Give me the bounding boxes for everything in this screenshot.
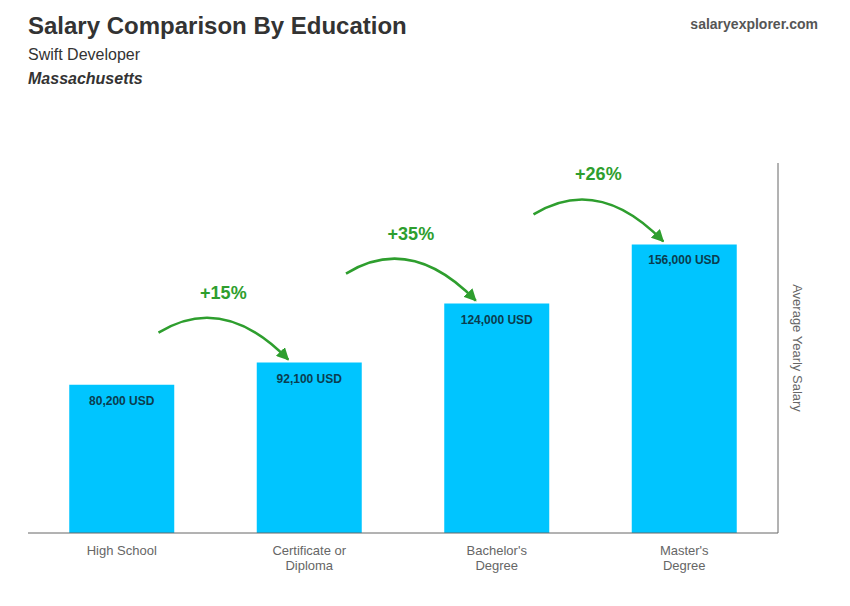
svg-text:+35%: +35% xyxy=(388,224,435,244)
svg-text:Average Yearly Salary: Average Yearly Salary xyxy=(790,284,805,412)
svg-text:High School: High School xyxy=(87,543,157,558)
svg-text:+26%: +26% xyxy=(575,164,622,184)
svg-text:Master'sDegree: Master'sDegree xyxy=(660,543,709,573)
svg-text:Certificate orDiploma: Certificate orDiploma xyxy=(272,543,346,573)
svg-text:92,100 USD: 92,100 USD xyxy=(277,372,343,386)
svg-text:156,000 USD: 156,000 USD xyxy=(648,253,720,267)
html-text:Salary Comparison By Education: Salary Comparison By Education xyxy=(28,12,407,39)
html-text:Swift Developer: Swift Developer xyxy=(28,46,140,63)
svg-text:124,000 USD: 124,000 USD xyxy=(461,313,533,327)
svg-text:80,200 USD: 80,200 USD xyxy=(89,394,155,408)
html-text:salaryexplorer.com: salaryexplorer.com xyxy=(690,16,818,32)
svg-text:Bachelor'sDegree: Bachelor'sDegree xyxy=(467,543,528,573)
html-text:Massachusetts: Massachusetts xyxy=(28,70,143,87)
svg-text:+15%: +15% xyxy=(200,283,247,303)
